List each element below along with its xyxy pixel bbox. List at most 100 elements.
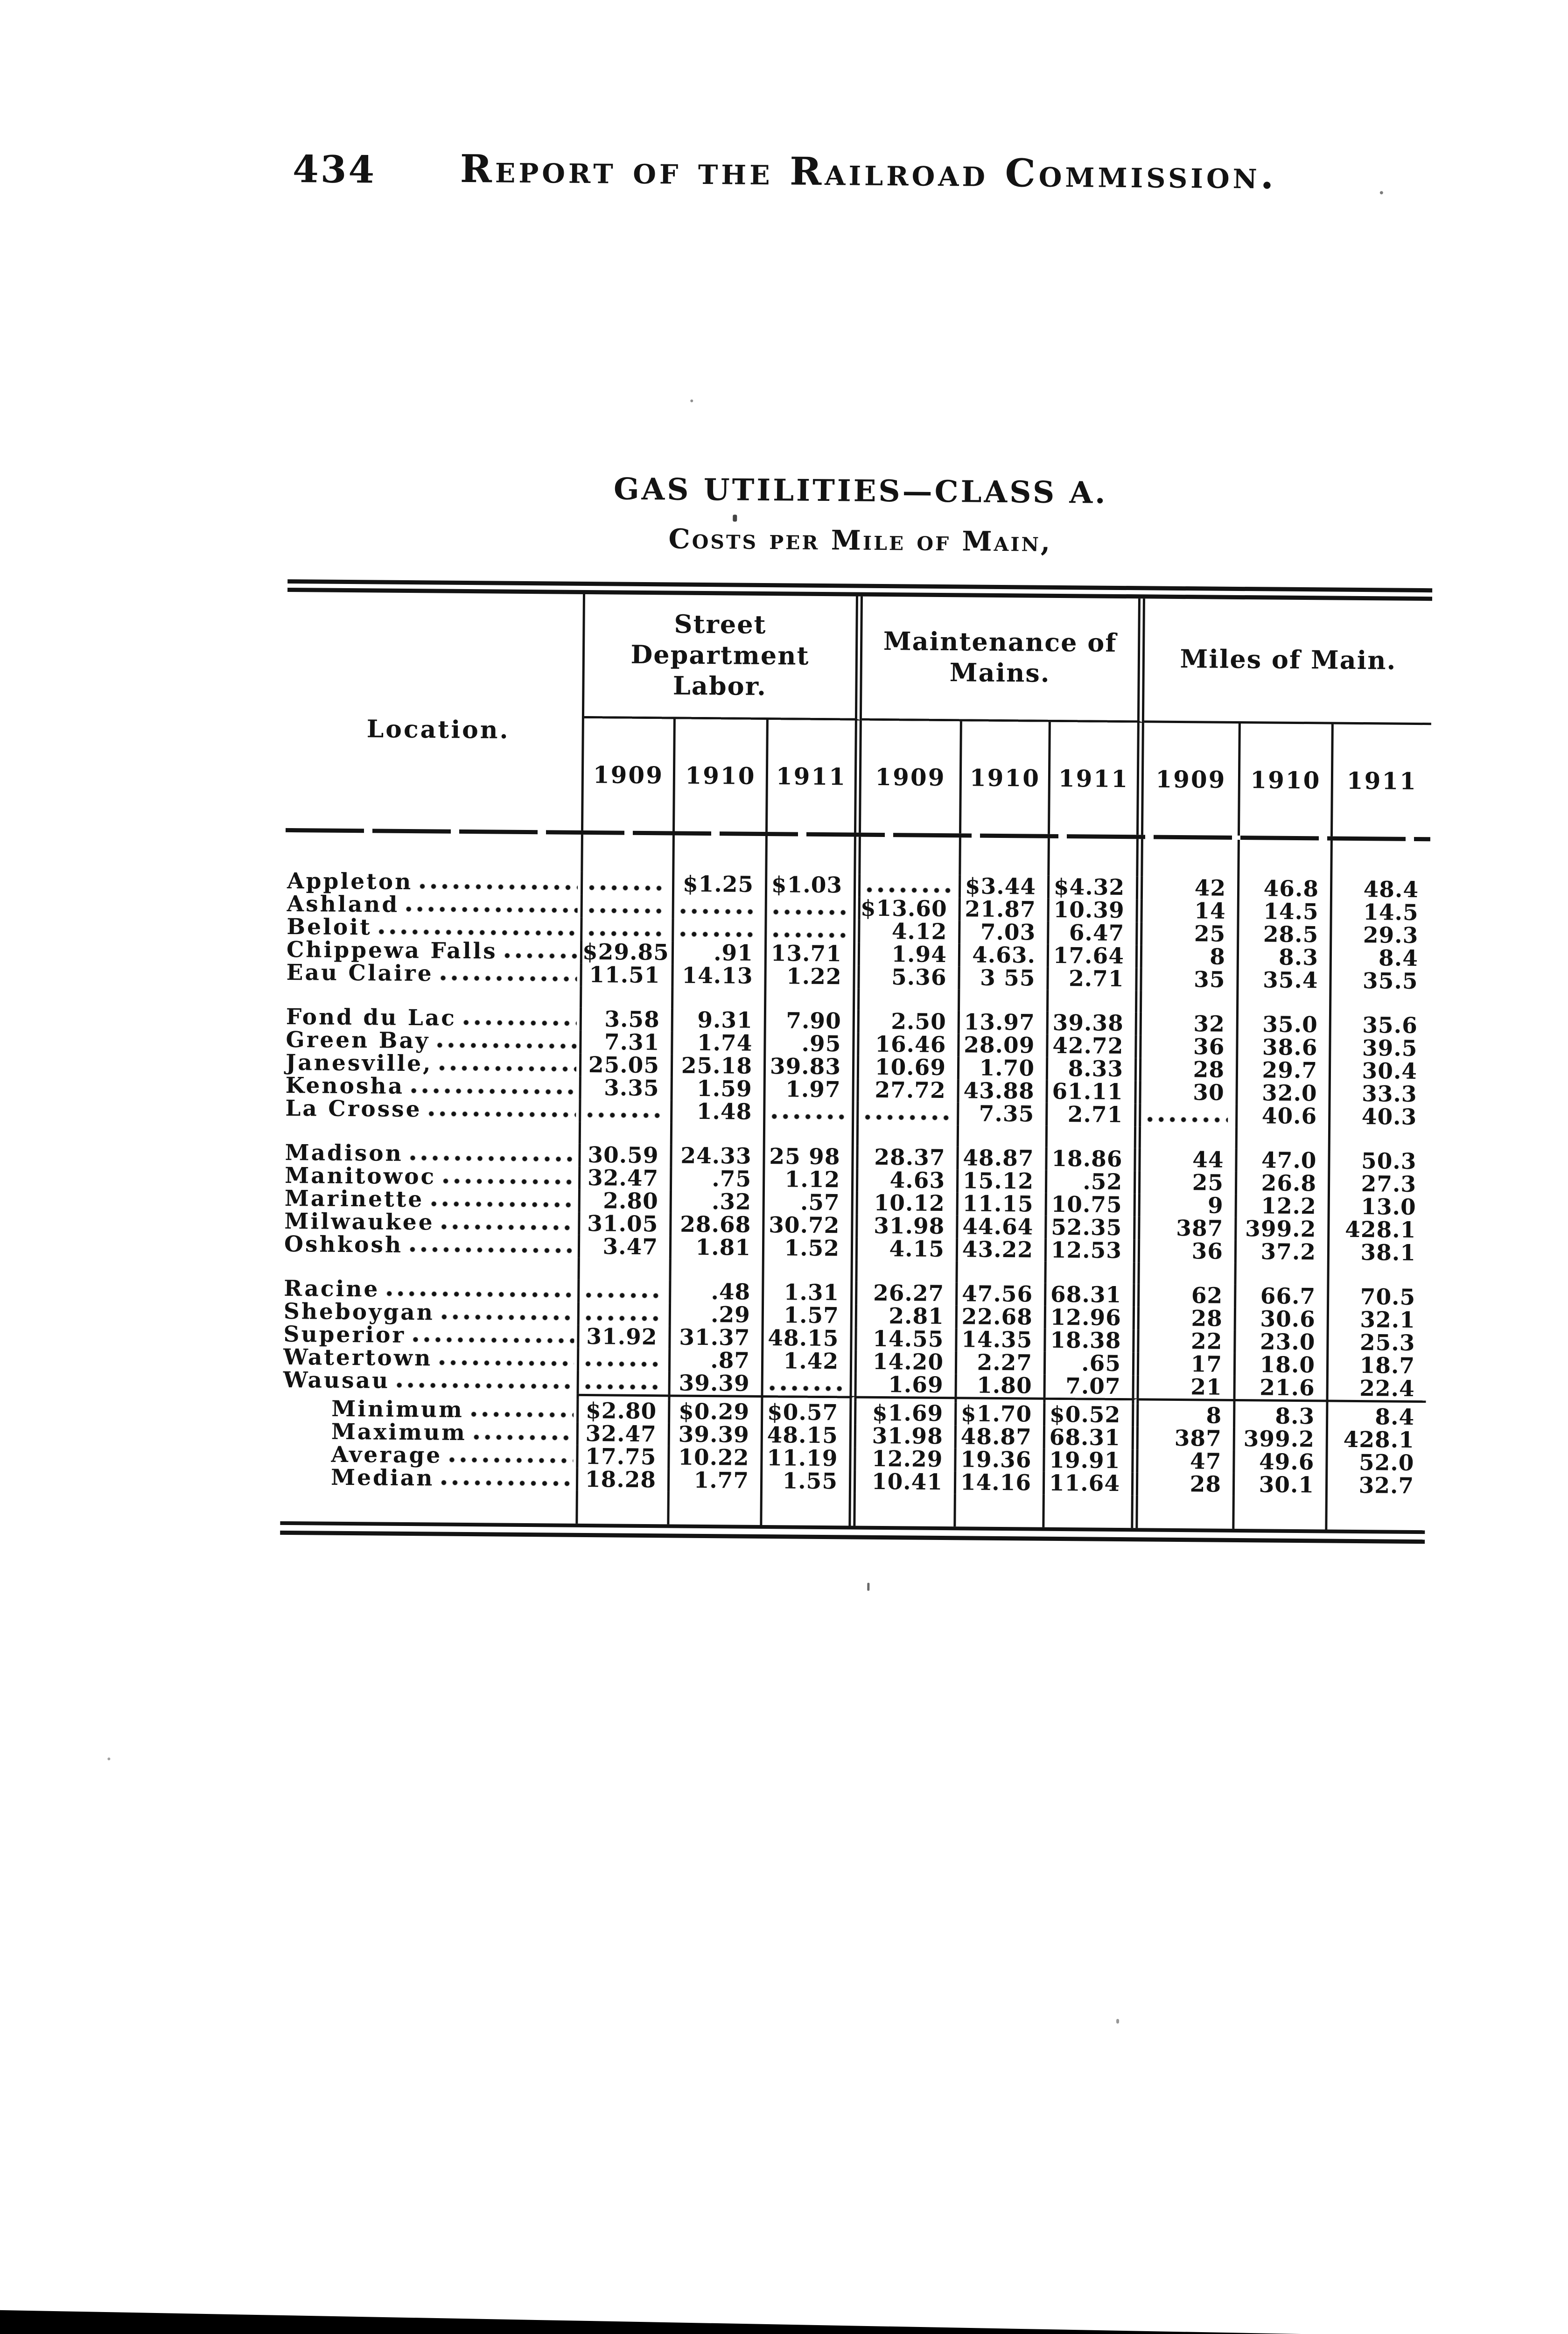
value-cell: 39.39 xyxy=(670,1422,763,1448)
structure-cell xyxy=(1141,1126,1238,1149)
year-header-1910: 1910 xyxy=(675,719,769,832)
value-cell xyxy=(582,894,674,919)
value-cell: 3.47 xyxy=(580,1234,672,1260)
value-cell: 35.6 xyxy=(1362,1012,1418,1039)
structure-cell xyxy=(959,1125,1048,1147)
value-cell: 11.15 xyxy=(958,1191,1047,1217)
value-cell xyxy=(674,895,767,920)
value-cell: 2.71 xyxy=(1048,1102,1141,1128)
dot-leader xyxy=(410,1088,576,1095)
value-cell: 25.05 xyxy=(581,1052,673,1078)
data-table: Location. Street Department Labor. Maint… xyxy=(280,579,1433,1544)
value-cell: 1.74 xyxy=(673,1030,766,1056)
value-cell: 17.64 xyxy=(1049,943,1143,969)
value-cell: 8.33 xyxy=(1048,1056,1142,1082)
value-cell: $0.52 xyxy=(1045,1402,1139,1428)
value-cell: 11.64 xyxy=(1044,1470,1139,1497)
structure-cell xyxy=(582,986,674,1009)
value-cell: 11.51 xyxy=(582,962,674,988)
location-cell: La Crosse xyxy=(283,1096,581,1122)
value-cell xyxy=(763,1372,857,1396)
value-cell: 387 xyxy=(1140,1216,1237,1242)
scan-speck xyxy=(733,514,737,522)
dot-leader xyxy=(585,1292,662,1299)
value-cell: 8 xyxy=(1142,944,1239,970)
value-cell: 7.35 xyxy=(959,1101,1048,1127)
dot-leader xyxy=(864,1114,950,1121)
value-cell: 10.69 xyxy=(859,1055,960,1081)
value-cell: 28 xyxy=(1141,1057,1239,1083)
value-cell: 25.18 xyxy=(672,1053,766,1079)
value-cell: 1.57 xyxy=(763,1302,858,1329)
value-cell: 2.80 xyxy=(580,1188,672,1214)
value-cell: 12.29 xyxy=(856,1446,957,1472)
value-cell: 22 xyxy=(1139,1329,1236,1355)
value-cell: 47.0 xyxy=(1237,1147,1330,1174)
dot-leader xyxy=(409,1246,575,1254)
dot-leader xyxy=(396,1382,574,1390)
value-cell: 44 xyxy=(1141,1147,1238,1173)
structure-cell xyxy=(1140,1262,1237,1285)
dot-leader xyxy=(866,886,952,894)
dot-leader xyxy=(406,906,578,914)
dot-leader xyxy=(428,1111,576,1118)
dot-leader xyxy=(419,883,578,891)
value-cell: 14.13 xyxy=(673,963,767,989)
value-cell: 4.12 xyxy=(860,919,961,945)
structure-cell xyxy=(1238,991,1332,1014)
value-cell: .52 xyxy=(1047,1169,1141,1195)
table-header: Location. Street Department Labor. Maint… xyxy=(286,591,1432,837)
scan-speck xyxy=(1379,191,1383,195)
value-cell: 18.86 xyxy=(1047,1146,1141,1172)
value-cell: 15.12 xyxy=(958,1168,1048,1195)
scan-speck xyxy=(1116,2018,1120,2024)
value-cell: .91 xyxy=(673,940,767,966)
value-cell: 12.2 xyxy=(1237,1193,1330,1219)
value-cell: .48 xyxy=(671,1279,764,1305)
value-cell xyxy=(860,874,961,898)
value-cell: 43.22 xyxy=(958,1237,1047,1263)
value-cell: .65 xyxy=(1045,1350,1140,1377)
structure-cell xyxy=(583,834,675,873)
value-cell: 31.37 xyxy=(671,1325,764,1351)
value-cell: 9 xyxy=(1140,1193,1237,1219)
location-header: Location. xyxy=(366,715,510,745)
value-cell: 31.92 xyxy=(579,1324,671,1350)
value-cell: 7.03 xyxy=(960,920,1050,946)
location-label: Kenosha xyxy=(285,1072,405,1099)
dot-leader xyxy=(584,1361,661,1368)
structure-cell xyxy=(1329,1264,1427,1287)
table-subtitle: Costs per Mile of Main, xyxy=(668,523,1052,558)
structure-cell xyxy=(673,987,767,1010)
location-cell: Wausau xyxy=(281,1367,579,1394)
value-cell: 2.50 xyxy=(859,1009,960,1035)
dot-leader xyxy=(584,1384,661,1391)
value-cell: 1.94 xyxy=(860,942,961,968)
year-header-1911: 1911 xyxy=(1050,722,1144,835)
value-cell: 21.87 xyxy=(960,896,1050,923)
dot-leader xyxy=(588,907,665,914)
location-label: Wausau xyxy=(283,1367,390,1394)
value-cell: 1.59 xyxy=(672,1076,766,1102)
structure-cell xyxy=(1332,841,1430,879)
value-cell: 46.8 xyxy=(1239,876,1333,902)
location-cell: Oshkosh xyxy=(282,1231,581,1258)
location-label: Manitowoc xyxy=(284,1162,436,1190)
value-cell: 27.72 xyxy=(859,1077,959,1104)
value-cell: .95 xyxy=(766,1031,860,1057)
value-cell: 11.19 xyxy=(763,1445,856,1471)
location-label: Racine xyxy=(284,1275,380,1302)
dot-leader xyxy=(470,1411,574,1418)
dot-leader xyxy=(588,930,665,937)
value-cell: $0.29 xyxy=(670,1399,763,1425)
value-cell xyxy=(579,1348,671,1372)
location-label: Appleton xyxy=(287,868,413,895)
structure-cell xyxy=(855,1493,956,1527)
value-cell: 13.71 xyxy=(766,941,861,967)
page-number: 434 xyxy=(292,147,377,192)
value-cell: 399.2 xyxy=(1237,1216,1330,1242)
value-cell: 8.3 xyxy=(1239,945,1332,970)
page-header: 434 Report of the Railroad Commission. xyxy=(5,143,1568,211)
value-cell: 6.47 xyxy=(1049,920,1143,946)
